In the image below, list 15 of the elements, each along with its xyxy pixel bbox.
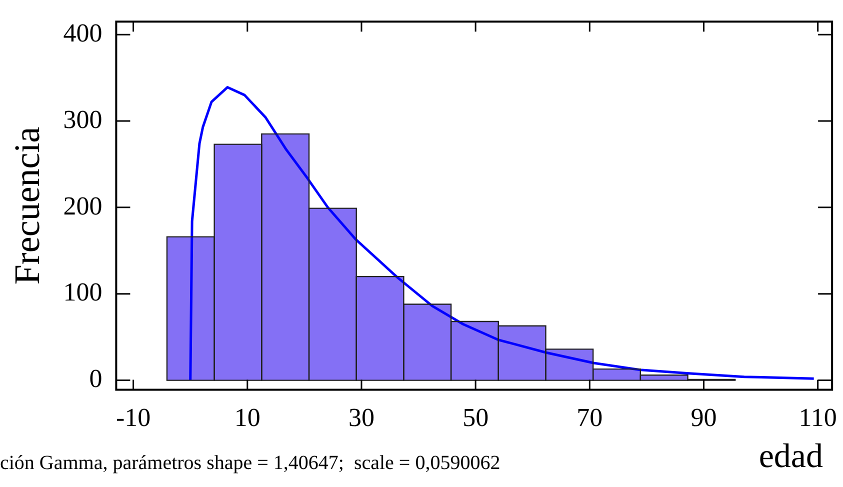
y-tick-label: 400 (63, 18, 102, 48)
y-tick-label: 300 (63, 104, 102, 134)
x-tick-label: 50 (462, 403, 489, 432)
y-axis-title: Frecuencia (7, 126, 48, 285)
x-tick-label: 10 (234, 403, 260, 432)
y-tick-label: 100 (63, 278, 102, 307)
y-tick-label: 0 (89, 364, 102, 394)
x-tick-label: 110 (798, 403, 837, 432)
text: ción Gamma, parámetros shape = 1,40647; scale = 0,0590062 (0, 452, 500, 475)
x-tick-label: 90 (690, 403, 717, 432)
x-axis-title: edad (758, 438, 823, 476)
x-tick-label: -10 (116, 403, 151, 432)
x-tick-label: 70 (576, 403, 603, 432)
x-tick-label: 30 (348, 403, 374, 432)
y-tick-label: 200 (63, 191, 102, 220)
